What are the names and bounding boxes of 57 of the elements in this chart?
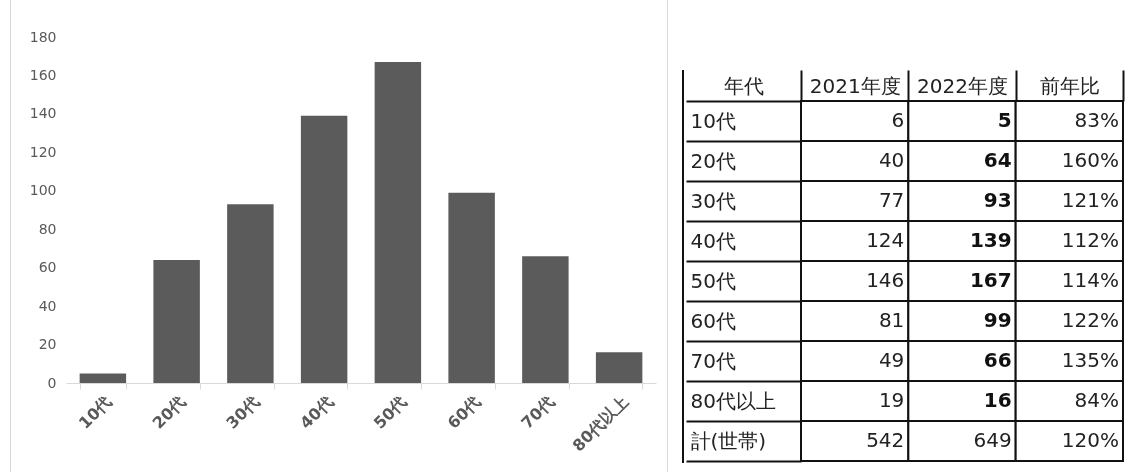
data-label: 160% [1061, 148, 1119, 172]
y-tick-label: 70代 [690, 348, 736, 373]
data-label: 124 [866, 228, 905, 252]
data-label: 121% [1061, 188, 1119, 212]
data-label: 5 [997, 108, 1012, 132]
x-tick-label: 50代 [369, 392, 411, 433]
data-label: 6 [891, 108, 905, 132]
x-tick-label: 20代 [148, 392, 190, 433]
y-tick-label: 40代 [690, 228, 736, 253]
y-tick-label: 60 [38, 259, 57, 276]
x-tick-label: 70代 [517, 392, 558, 433]
y-tick-label: 100 [29, 182, 57, 199]
y-axis-title: 年代 [724, 73, 764, 98]
y-tick-label: 60代 [690, 308, 736, 333]
y-tick-label: 40 [38, 297, 57, 314]
y-tick-label: 計(世帯) [690, 428, 767, 453]
data-label: 167 [969, 268, 1012, 292]
y-tick-label: 0 [47, 374, 57, 391]
data-label: 135% [1061, 348, 1119, 372]
data-label: 84% [1074, 388, 1119, 412]
y-tick-label: 80 [38, 220, 57, 237]
x-tick-label: 前年比 [1039, 73, 1100, 98]
x-tick-label: 30代 [222, 392, 263, 433]
y-tick-label: 30代 [690, 188, 736, 213]
x-tick-label: 2022年度 [917, 73, 1008, 98]
data-label: 77 [878, 188, 905, 212]
data-label: 64 [983, 148, 1012, 172]
data-label: 66 [983, 348, 1012, 372]
y-tick-label: 120 [29, 143, 57, 160]
data-label: 40 [878, 148, 905, 172]
y-tick-label: 20代 [690, 148, 736, 173]
data-label: 139 [969, 228, 1012, 252]
data-label: 16 [983, 388, 1012, 412]
x-tick-label: 10代 [74, 392, 116, 433]
x-tick-label: 2021年度 [809, 73, 901, 98]
data-label: 93 [983, 188, 1012, 212]
data-label: 120% [1061, 428, 1119, 452]
data-label: 83% [1074, 108, 1119, 132]
y-tick-label: 140 [29, 105, 57, 122]
y-tick-label: 10代 [690, 108, 736, 133]
data-label: 146 [866, 268, 905, 292]
y-tick-label: 50代 [690, 268, 736, 293]
data-label: 114% [1061, 268, 1119, 292]
y-tick-label: 160 [29, 66, 57, 83]
x-tick-label: 80代以上 [568, 392, 632, 456]
x-tick-label: 60代 [443, 392, 485, 433]
data-label: 81 [878, 308, 905, 332]
data-label: 112% [1061, 228, 1119, 252]
data-label: 542 [866, 428, 905, 452]
y-tick-label: 180 [29, 28, 57, 45]
x-tick-label: 40代 [296, 392, 337, 433]
data-label: 122% [1061, 308, 1119, 332]
data-label: 19 [878, 388, 905, 412]
data-label: 99 [983, 308, 1012, 332]
data-label: 49 [878, 348, 905, 372]
data-label: 649 [973, 428, 1012, 452]
y-tick-label: 20 [38, 336, 57, 353]
